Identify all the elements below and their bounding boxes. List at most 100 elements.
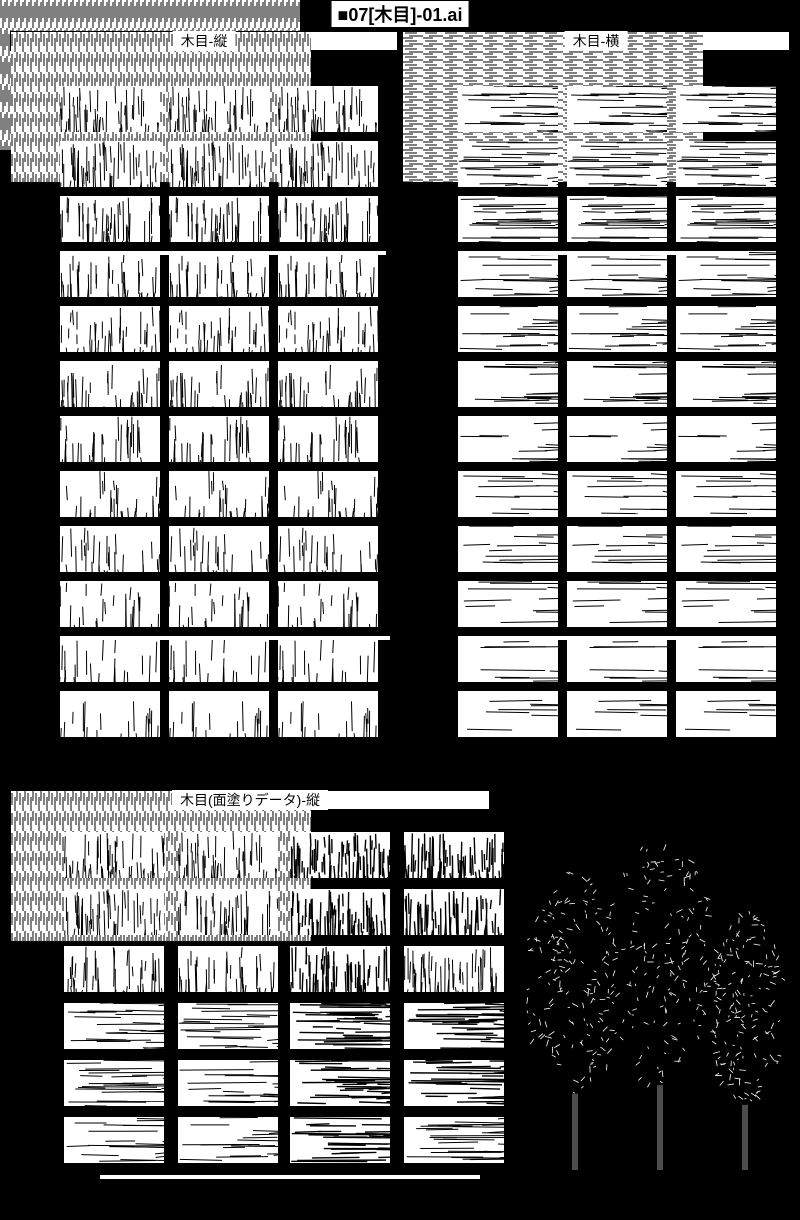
swatch [458, 251, 558, 297]
swatch [278, 196, 378, 242]
swatch [458, 471, 558, 517]
swatch [278, 416, 378, 462]
divider [90, 636, 390, 640]
page-title: ■07[木目]-01.ai [331, 0, 470, 28]
swatch [169, 691, 269, 737]
swatch [404, 946, 504, 992]
swatch [458, 196, 558, 242]
divider [100, 1175, 480, 1179]
swatch [278, 526, 378, 572]
swatch [567, 526, 667, 572]
swatch [169, 306, 269, 352]
swatch [458, 361, 558, 407]
section2-label-strip: 木目-横 [402, 31, 790, 51]
swatch [60, 306, 160, 352]
swatch [676, 526, 776, 572]
swatch [169, 526, 269, 572]
swatch [676, 416, 776, 462]
swatch [458, 416, 558, 462]
swatch [676, 636, 776, 682]
divider [458, 251, 738, 255]
swatch [60, 361, 160, 407]
title-bar: ■07[木目]-01.ai [0, 0, 800, 28]
section1-label-strip: 木目-縦 [10, 31, 398, 51]
swatch [567, 691, 667, 737]
swatch [567, 416, 667, 462]
swatch [169, 416, 269, 462]
swatch [64, 1003, 164, 1049]
swatch [676, 581, 776, 627]
swatch [169, 86, 269, 132]
swatch [169, 141, 269, 187]
swatch [290, 1003, 390, 1049]
swatch [64, 1060, 164, 1106]
swatch [278, 636, 378, 682]
swatch [278, 361, 378, 407]
divider [458, 636, 758, 640]
swatch [404, 1060, 504, 1106]
swatch [458, 636, 558, 682]
tree-illustration [525, 830, 785, 1180]
swatch [458, 691, 558, 737]
swatch [178, 889, 278, 935]
swatch [567, 251, 667, 297]
swatch [676, 361, 776, 407]
page-root: ■07[木目]-01.ai 木目-縦 木目-横 木目(面塗りデータ)-縦 [0, 0, 800, 1220]
swatch [676, 141, 776, 187]
swatch [676, 86, 776, 132]
swatch [60, 471, 160, 517]
swatch [458, 526, 558, 572]
swatch [458, 141, 558, 187]
swatch [290, 889, 390, 935]
swatch [169, 471, 269, 517]
swatch [169, 636, 269, 682]
swatch [290, 946, 390, 992]
swatch [60, 86, 160, 132]
swatch [60, 691, 160, 737]
swatch [676, 251, 776, 297]
swatch [404, 889, 504, 935]
swatch [60, 141, 160, 187]
swatch [64, 889, 164, 935]
swatch [567, 306, 667, 352]
swatch [60, 416, 160, 462]
swatch [458, 306, 558, 352]
swatch [458, 86, 558, 132]
swatch [169, 251, 269, 297]
swatch [567, 471, 667, 517]
swatch [60, 636, 160, 682]
swatch [278, 691, 378, 737]
swatch [404, 832, 504, 878]
swatch [676, 471, 776, 517]
swatch [178, 1003, 278, 1049]
swatch [290, 1117, 390, 1163]
swatch [60, 196, 160, 242]
swatch [278, 251, 378, 297]
swatch [169, 361, 269, 407]
swatch [64, 832, 164, 878]
swatch [60, 251, 160, 297]
swatch [278, 86, 378, 132]
divider [106, 251, 386, 255]
swatch [169, 196, 269, 242]
swatch [278, 306, 378, 352]
swatch [676, 691, 776, 737]
swatch [290, 832, 390, 878]
swatch [404, 1003, 504, 1049]
swatch [60, 526, 160, 572]
swatch [567, 361, 667, 407]
swatch [278, 471, 378, 517]
swatch [64, 946, 164, 992]
swatch [178, 946, 278, 992]
swatch [169, 581, 269, 627]
swatch [567, 141, 667, 187]
swatch [178, 1117, 278, 1163]
swatch [278, 141, 378, 187]
swatch [567, 636, 667, 682]
section3-label-strip: 木目(面塗りデータ)-縦 [10, 790, 490, 810]
section1-label: 木目-縦 [173, 31, 236, 51]
swatch [458, 581, 558, 627]
swatch [676, 306, 776, 352]
swatch [567, 196, 667, 242]
swatch [60, 581, 160, 627]
